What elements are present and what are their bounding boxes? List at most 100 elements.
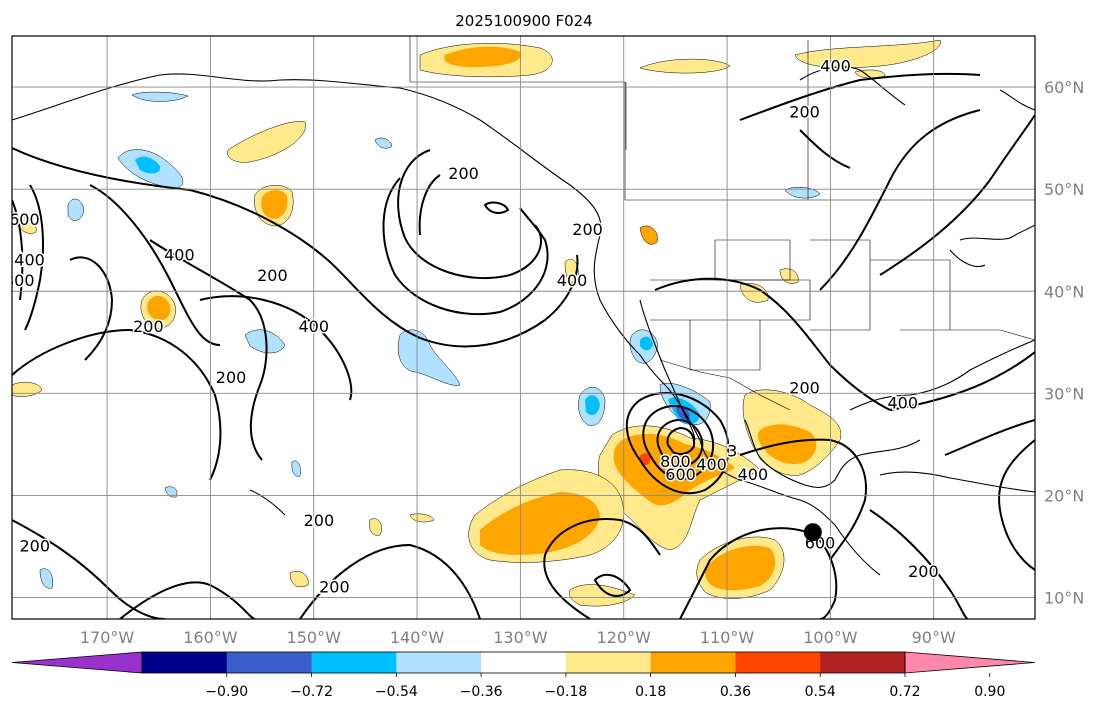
negative-anomaly-area [67, 198, 85, 221]
colorbar-tick-label: 0.54 [805, 684, 836, 700]
contour-line-400 [739, 72, 981, 121]
contour-line-200 [299, 543, 481, 619]
border-state [689, 320, 761, 371]
longitude-tick-label: 90°W [912, 628, 956, 647]
colorbar-segment [820, 652, 906, 673]
contour-line-400 [382, 177, 549, 316]
latitude-tick-label: 10°N [1044, 589, 1084, 608]
negative-anomaly-area [164, 486, 178, 498]
positive-anomaly-core [147, 295, 171, 321]
coastline-lake [949, 249, 986, 268]
graticule [12, 36, 1035, 619]
negative-anomaly-core [585, 395, 600, 416]
contour-label: 400 [557, 271, 588, 290]
latitude-tick-label: 50°N [1044, 180, 1084, 199]
longitude-tick-label: 100°W [803, 628, 858, 647]
coastline-labrador [999, 89, 1035, 111]
negative-anomaly-area [39, 568, 53, 589]
positive-anomaly-core [261, 190, 288, 219]
contour-label: 200 [789, 103, 820, 122]
coastline-gulf-of-mexico [744, 419, 921, 488]
positive-anomaly-area [794, 39, 941, 69]
contour-line-small-closed [593, 573, 632, 597]
coastline-gulf-north [849, 339, 1035, 411]
latitude-labels: 60°N 50°N 40°N 30°N 20°N 10°N [1044, 78, 1084, 608]
colorbar-extend-low [11, 651, 143, 674]
negative-anomaly-area [397, 329, 461, 386]
contour-label: 400 [298, 317, 329, 336]
contour-label: 600 [665, 465, 696, 484]
colorbar-extend-high [904, 651, 1036, 674]
contour-label: 400 [887, 394, 918, 413]
coastline-baja [639, 299, 696, 441]
contour-line-400 [944, 419, 1035, 456]
coastline-hawaii [249, 489, 286, 516]
contour-label: 200 [257, 266, 288, 285]
contour-line-200 [12, 519, 166, 619]
negative-anomaly-area [131, 91, 189, 102]
contour-label: 800 [660, 452, 691, 471]
contour-label: 800 [4, 271, 35, 290]
contour-label: 200 [19, 537, 50, 556]
longitude-tick-label: 120°W [597, 628, 652, 647]
contour-label: 200 [216, 368, 247, 387]
border-us-mexico [659, 359, 791, 411]
contour-line-200 [149, 239, 268, 461]
contour-line-400 [199, 295, 353, 401]
longitude-tick-label: 160°W [183, 628, 238, 647]
map-content: 2002004004002004002002006004008002002002… [4, 36, 1035, 619]
colorbar-segment [142, 652, 228, 673]
negative-anomaly-core [640, 336, 653, 351]
positive-anomaly-area [369, 518, 382, 536]
colorbar: −0.90 −0.72 −0.54 −0.36 −0.18 0.18 0.36 0.54 0.7… [11, 651, 1036, 700]
map-frame [11, 35, 1036, 620]
colorbar-tick-label: 0.72 [889, 684, 920, 700]
contour-line-800 [656, 419, 704, 468]
coastline-caribbean [879, 471, 1035, 493]
political-borders [409, 36, 1035, 411]
negative-anomaly-area [374, 137, 393, 149]
positive-anomaly-core [444, 46, 521, 68]
latitude-tick-label: 40°N [1044, 282, 1084, 301]
negative-anomaly-core [135, 156, 161, 174]
contour-label: 200 [908, 562, 939, 581]
coastline-hudson [799, 66, 906, 106]
contour-label: 3 [727, 442, 737, 461]
coastlines [12, 66, 1035, 576]
contour-line-400 [625, 391, 730, 495]
positive-anomaly-area [639, 225, 658, 245]
contour-line-400 [69, 256, 114, 361]
positive-anomaly-core [757, 424, 817, 465]
longitude-tick-label: 130°W [493, 628, 548, 647]
coastline-mexico-pacific [664, 384, 881, 576]
contour-label: 200 [319, 577, 350, 596]
contour-label: 400 [14, 251, 45, 270]
contour-line-200 [12, 147, 579, 348]
positive-anomaly-area [289, 571, 309, 588]
colorbar-outline [141, 651, 906, 674]
contour-line-200 [418, 174, 441, 236]
positive-anomaly-area [227, 121, 306, 163]
contour-line-small-closed [483, 201, 510, 214]
border-canada [409, 36, 1035, 201]
latitude-tick-label: 60°N [1044, 78, 1084, 97]
map-title: 2025100900 F024 [455, 12, 592, 30]
longitude-tick-label: 150°W [287, 628, 342, 647]
negative-anomaly-area [784, 186, 821, 199]
contour-label: 400 [696, 455, 727, 474]
colorbar-segment [565, 652, 652, 673]
colorbar-tick-label: 0.90 [974, 684, 1005, 700]
colorbar-tick-label: 0.18 [635, 684, 666, 700]
colorbar-segment [311, 652, 397, 673]
contour-label: 400 [820, 57, 851, 76]
positive-anomaly-core [705, 545, 776, 591]
contour-line-600 [642, 405, 715, 480]
contour-line-600 [24, 184, 44, 331]
contour-label: 400 [738, 465, 769, 484]
colorbar-tick-label: −0.72 [290, 684, 333, 700]
colorbar-tick-label: −0.18 [544, 684, 587, 700]
positive-anomaly-area [409, 513, 435, 523]
colorbar-segment [396, 652, 482, 673]
colorbar-tick-label: −0.54 [375, 684, 418, 700]
